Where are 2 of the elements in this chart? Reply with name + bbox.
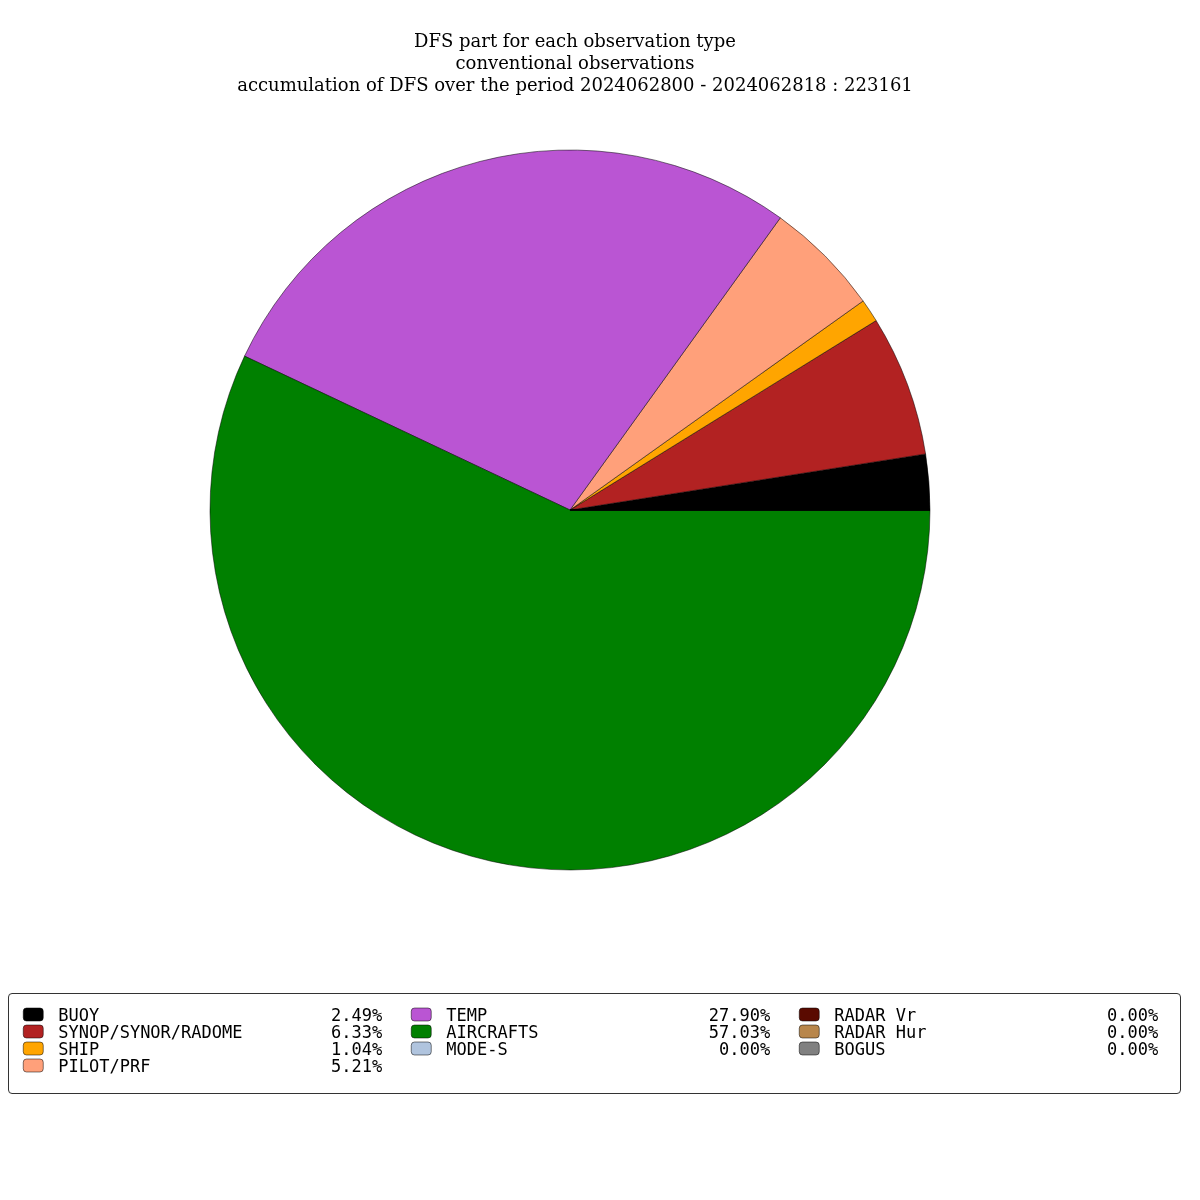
chart-subtitle: conventional observations accumulation of DFS over the period 2024062800 - 2024062818 : 223161	[237, 51, 913, 95]
chart-title: DFS part for each observation type	[414, 29, 736, 51]
